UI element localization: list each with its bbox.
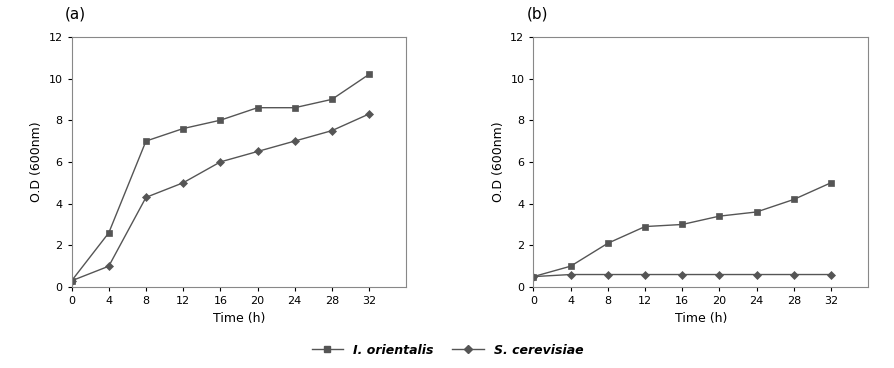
X-axis label: Time (h): Time (h) — [674, 312, 726, 325]
Legend: I. orientalis, S. cerevisiae: I. orientalis, S. cerevisiae — [307, 339, 587, 362]
Text: (a): (a) — [65, 7, 86, 22]
Y-axis label: O.D (600nm): O.D (600nm) — [30, 121, 43, 202]
Text: (b): (b) — [527, 7, 548, 22]
X-axis label: Time (h): Time (h) — [213, 312, 265, 325]
Y-axis label: O.D (600nm): O.D (600nm) — [491, 121, 504, 202]
